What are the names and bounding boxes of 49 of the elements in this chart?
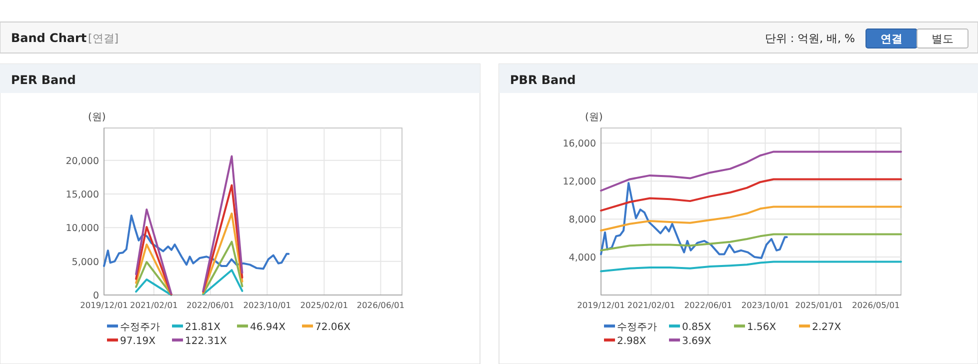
y-tick-label: 12,000 <box>562 176 596 188</box>
line-series <box>600 260 902 272</box>
text: 단위 : 억원, 배, % <box>764 32 855 45</box>
line-series <box>103 214 290 270</box>
line-series <box>600 178 902 212</box>
x-tick-label: 2026/05/01 <box>852 300 900 310</box>
text: Band Chart <box>11 31 87 45</box>
text: [연결] <box>88 32 119 45</box>
legend-label: 3.69X <box>682 336 712 347</box>
legend-label: 수정주가 <box>617 322 657 333</box>
y-tick-label: 16,000 <box>562 138 596 150</box>
x-tick-label: 2025/01/01 <box>795 300 843 310</box>
y-tick-label: 0 <box>92 290 99 302</box>
x-tick-label: 2021/02/01 <box>627 300 676 310</box>
y-tick-label: 8,000 <box>568 214 596 226</box>
text: 별도 <box>932 32 954 46</box>
legend-label: 72.06X <box>315 322 351 333</box>
x-tick-label: 2019/12/01 <box>577 300 625 310</box>
x-tick-label: 2019/12/01 <box>80 300 128 310</box>
line-series <box>600 150 902 192</box>
line-series <box>600 206 902 232</box>
text: 연결 <box>880 32 902 46</box>
x-tick-label: 2022/06/01 <box>684 300 732 310</box>
line-series <box>600 182 788 259</box>
legend-label: 122.31X <box>185 336 227 347</box>
y-tick-label: 5,000 <box>72 256 99 268</box>
legend-label: 21.81X <box>185 322 221 333</box>
y-tick-label: 15,000 <box>66 189 99 200</box>
x-tick-label: 2023/10/01 <box>243 300 292 310</box>
legend-label: 46.94X <box>250 322 286 333</box>
x-tick-label: 2021/02/01 <box>130 300 178 310</box>
legend-label: 2.98X <box>617 336 646 347</box>
legend-label: 수정주가 <box>120 322 160 333</box>
chart-title: PER Band <box>11 73 76 87</box>
x-tick-label: 2026/06/01 <box>356 300 405 310</box>
y-axis-title: (원) <box>88 112 106 123</box>
chart-title: PBR Band <box>510 73 576 87</box>
x-tick-label: 2025/02/01 <box>300 300 348 310</box>
legend-label: 0.85X <box>682 322 712 333</box>
line-series <box>600 233 902 252</box>
y-axis-title: (원) <box>585 112 603 123</box>
y-tick-label: 10,000 <box>66 223 99 234</box>
legend-label: 2.27X <box>812 322 842 333</box>
y-tick-label: 4,000 <box>568 252 596 264</box>
y-tick-label: 20,000 <box>66 156 99 167</box>
x-tick-label: 2023/10/01 <box>741 300 790 310</box>
legend-label: 1.56X <box>747 322 776 333</box>
x-tick-label: 2022/06/01 <box>186 300 234 310</box>
legend-label: 97.19X <box>120 336 156 347</box>
